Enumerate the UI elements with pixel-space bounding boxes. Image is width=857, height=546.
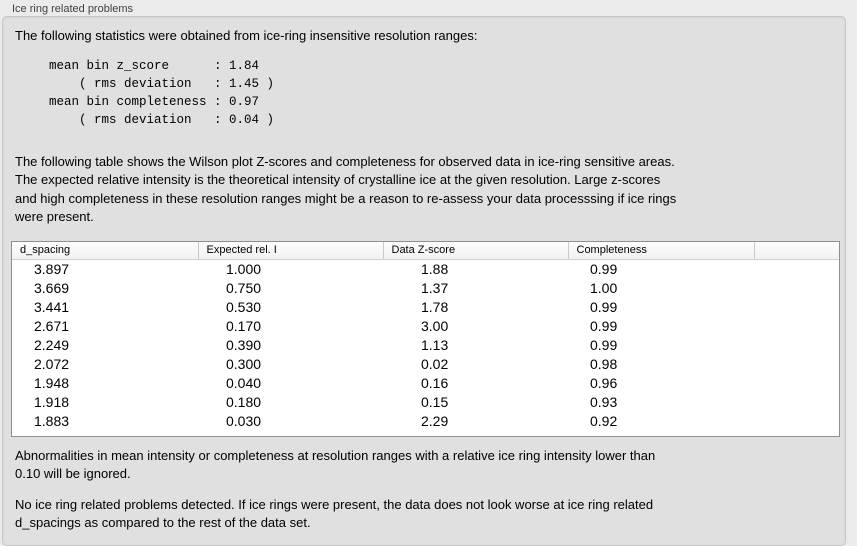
table-cell-filler — [754, 278, 839, 297]
table-row[interactable]: 3.441 0.530 1.78 0.99 — [12, 297, 839, 316]
column-header-expected-rel-i[interactable]: Expected rel. I — [197, 242, 383, 260]
table-cell-filler — [754, 259, 839, 278]
table-cell: 0.02 — [421, 355, 449, 372]
table-body: 3.897 1.000 1.88 0.99 3.669 0.750 1.37 1.00 3.44… — [12, 259, 839, 430]
column-header-data-z-score[interactable]: Data Z-score — [382, 242, 568, 260]
table-cell: 3.897 — [34, 260, 70, 277]
table-cell: 1.88 — [421, 260, 449, 277]
table-cell-filler — [754, 297, 839, 316]
table-cell-filler — [754, 316, 839, 335]
intro-text: The following statistics were obtained f… — [15, 28, 478, 43]
table-cell: 0.99 — [590, 260, 618, 277]
table-cell: 0.170 — [226, 317, 262, 334]
table-cell: 0.99 — [590, 336, 618, 353]
table-row[interactable]: 1.918 0.180 0.15 0.93 — [12, 392, 839, 411]
column-header-filler — [753, 242, 839, 260]
table-cell: 0.300 — [226, 355, 262, 372]
table-cell: 0.750 — [226, 279, 262, 296]
table-cell: 2.072 — [34, 355, 70, 372]
table-row[interactable]: 1.948 0.040 0.16 0.96 — [12, 373, 839, 392]
table-cell: 0.99 — [590, 298, 618, 315]
table-cell-filler — [754, 335, 839, 354]
note-ignore-threshold: Abnormalities in mean intensity or compl… — [15, 448, 656, 481]
table-description: The following table shows the Wilson plo… — [15, 154, 677, 224]
table-cell: 0.15 — [421, 393, 449, 410]
column-header-d-spacing[interactable]: d_spacing — [12, 242, 198, 260]
table-row[interactable]: 3.897 1.000 1.88 0.99 — [12, 259, 839, 278]
table-cell: 0.99 — [590, 317, 618, 334]
table-row[interactable]: 2.072 0.300 0.02 0.98 — [12, 354, 839, 373]
table-cell: 0.530 — [226, 298, 262, 315]
table-row[interactable]: 1.883 0.030 2.29 0.92 — [12, 411, 839, 430]
table-cell: 1.13 — [421, 336, 449, 353]
table-cell: 1.78 — [421, 298, 449, 315]
column-header-completeness[interactable]: Completeness — [567, 242, 754, 260]
table-cell-filler — [754, 411, 839, 430]
table-cell: 0.93 — [590, 393, 618, 410]
table-cell: 3.669 — [34, 279, 70, 296]
table-cell-filler — [754, 354, 839, 373]
table-cell-filler — [754, 392, 839, 411]
table-cell: 2.29 — [421, 412, 449, 429]
table-cell: 0.390 — [226, 336, 262, 353]
ice-ring-panel: The following statistics were obtained f… — [2, 16, 846, 546]
table-cell: 3.441 — [34, 298, 70, 315]
table-cell: 1.883 — [34, 412, 70, 429]
table-row[interactable]: 2.671 0.170 3.00 0.99 — [12, 316, 839, 335]
groupbox-caption: Ice ring related problems — [12, 3, 134, 15]
table-cell: 0.030 — [226, 412, 262, 429]
table-cell: 0.92 — [590, 412, 618, 429]
table-cell: 2.249 — [34, 336, 70, 353]
table-row[interactable]: 3.669 0.750 1.37 1.00 — [12, 278, 839, 297]
ice-ring-table: d_spacing Expected rel. I Data Z-score Comp… — [11, 241, 840, 437]
table-cell: 0.16 — [421, 374, 449, 391]
table-cell: 3.00 — [421, 317, 449, 334]
table-cell: 1.000 — [226, 260, 262, 277]
table-cell: 1.918 — [34, 393, 70, 410]
table-row[interactable]: 2.249 0.390 1.13 0.99 — [12, 335, 839, 354]
table-cell: 0.040 — [226, 374, 262, 391]
table-header-row: d_spacing Expected rel. I Data Z-score Comp… — [12, 242, 839, 260]
stats-block: mean bin z_score : 1.84 ( rms deviation … — [49, 59, 275, 127]
table-cell: 0.180 — [226, 393, 262, 410]
ice-ring-table-grid: d_spacing Expected rel. I Data Z-score Comp… — [12, 242, 839, 430]
table-cell: 0.96 — [590, 374, 618, 391]
table-cell: 1.37 — [421, 279, 449, 296]
table-cell: 1.948 — [34, 374, 70, 391]
table-cell: 0.98 — [590, 355, 618, 372]
table-cell-filler — [754, 373, 839, 392]
note-conclusion: No ice ring related problems detected. I… — [15, 497, 654, 530]
table-cell: 1.00 — [590, 279, 618, 296]
table-cell: 2.671 — [34, 317, 70, 334]
